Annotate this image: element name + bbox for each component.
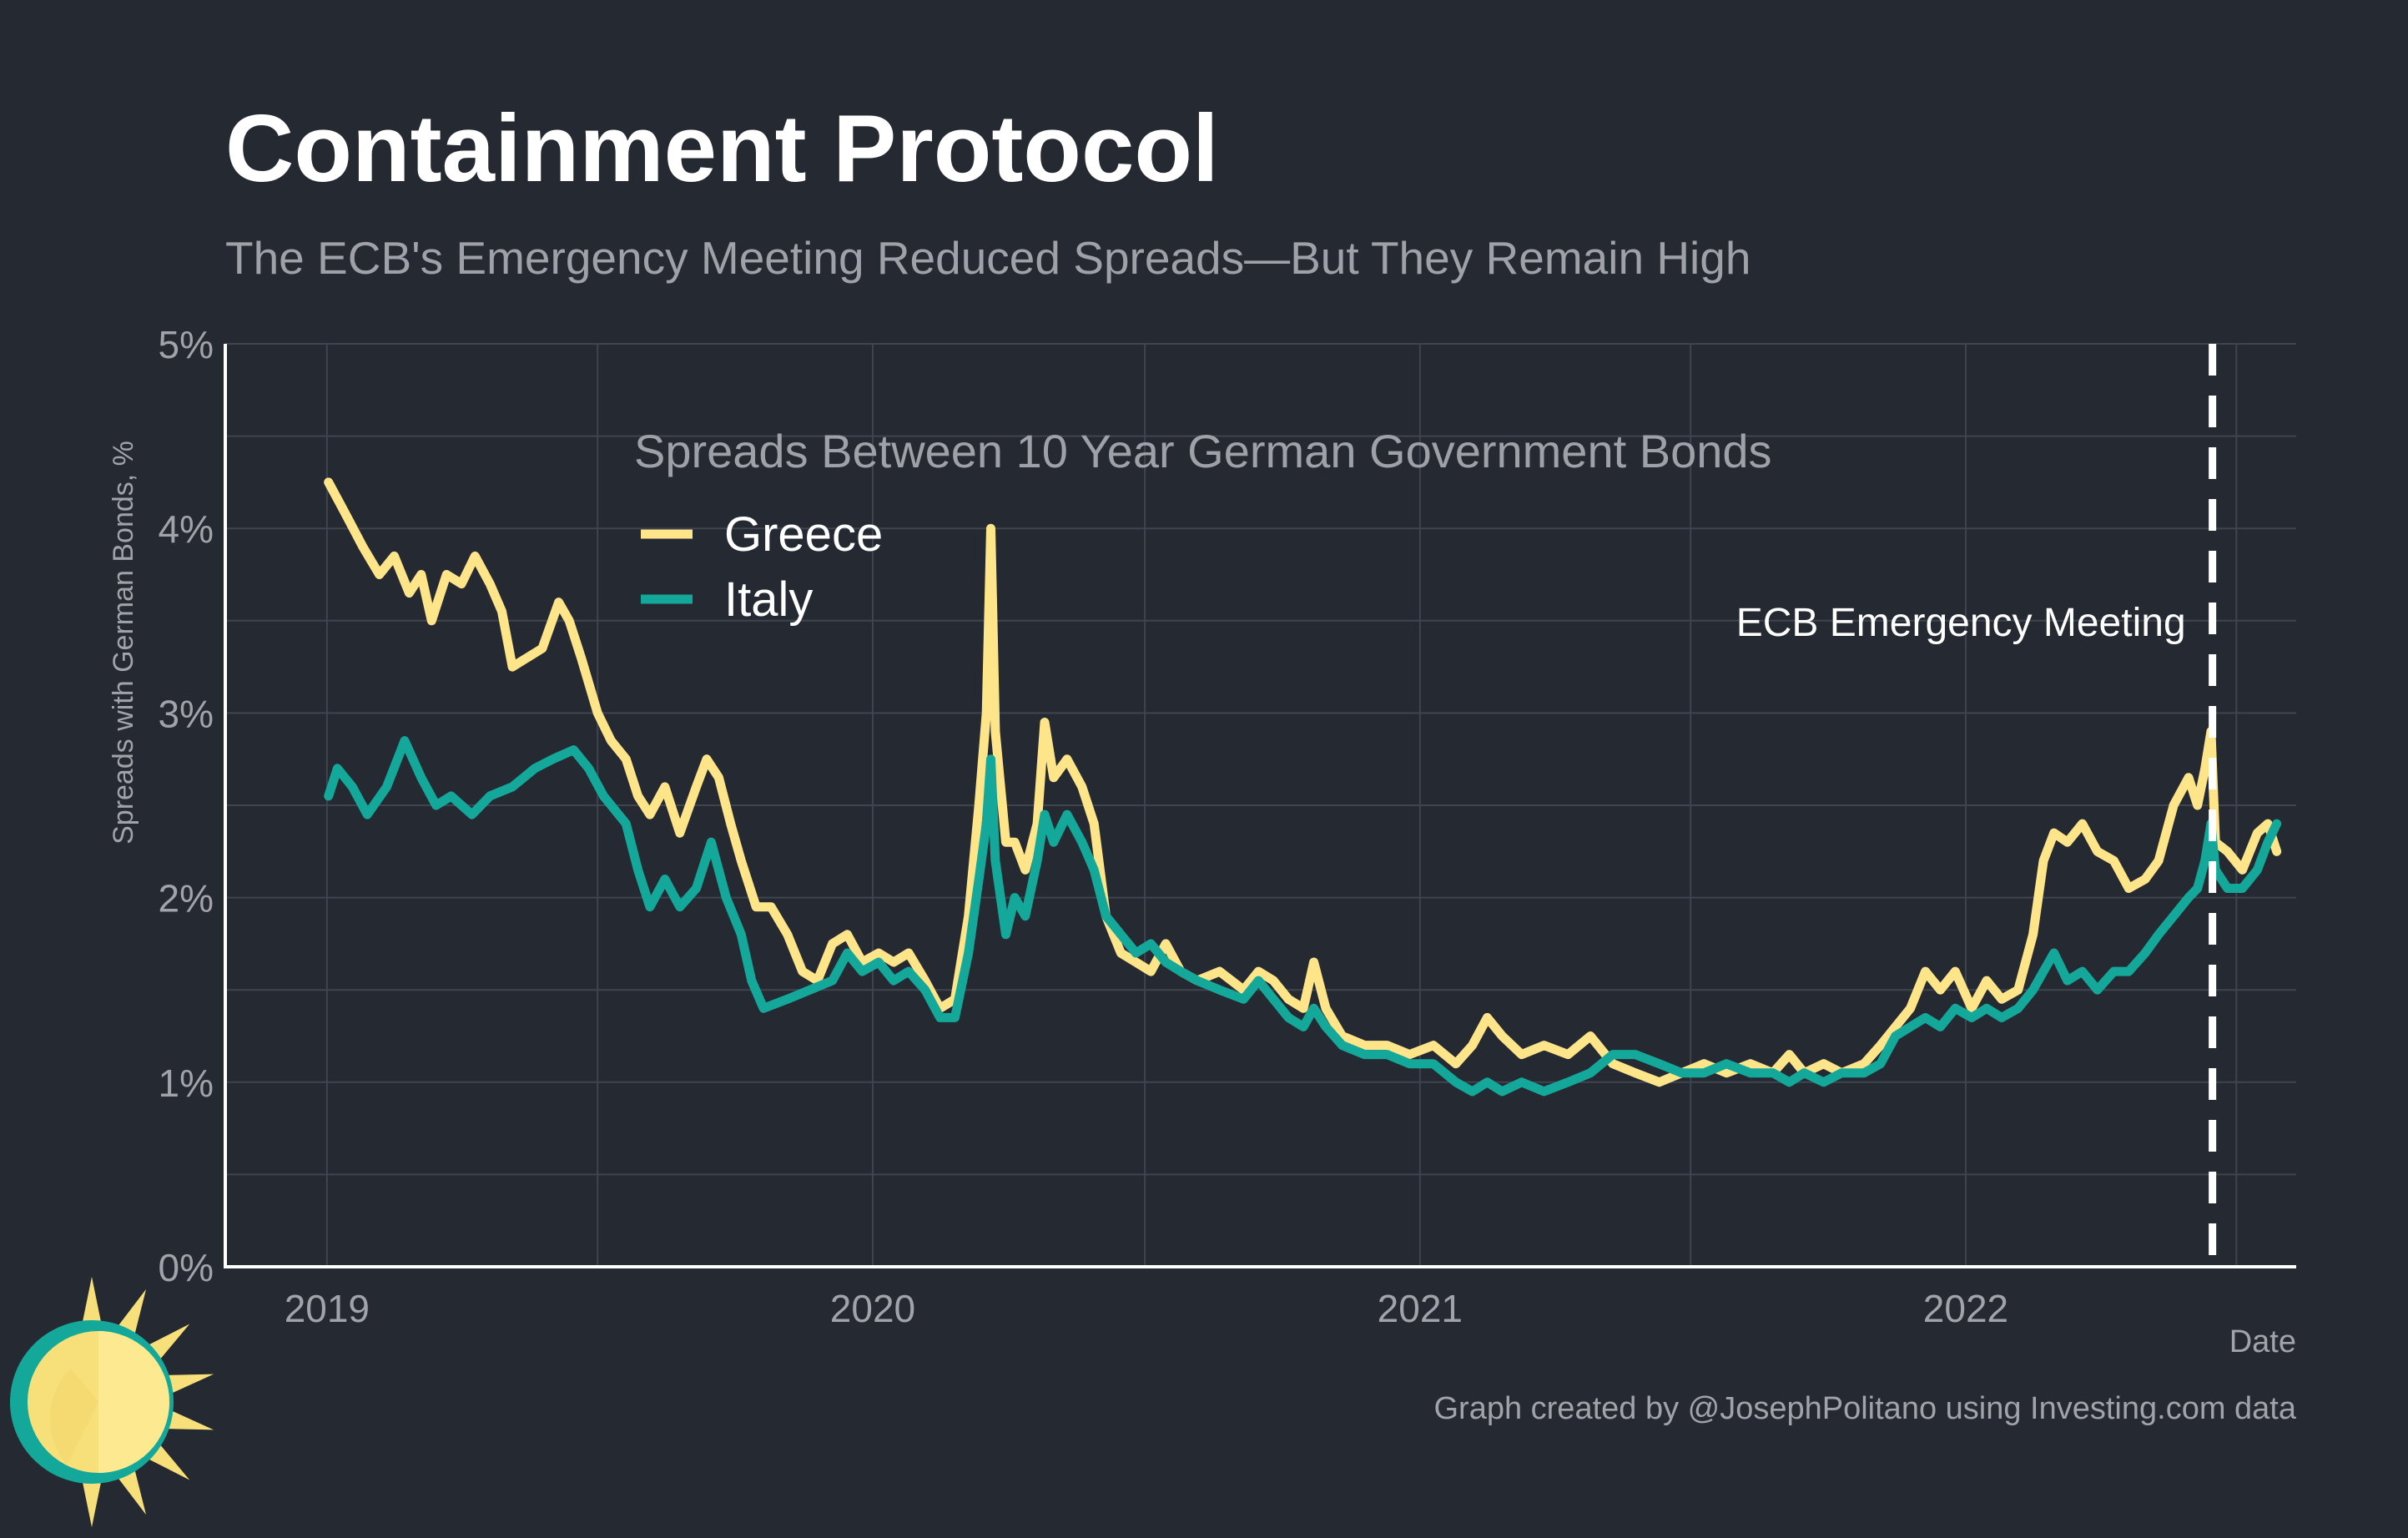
y-tick-label: 0% [159,1246,214,1289]
x-tick-label: 2021 [1378,1287,1463,1330]
ecb-meeting-label: ECB Emergency Meeting [1736,601,2186,645]
y-tick-label: 3% [159,692,214,735]
legend-label-greece: Greece [724,507,883,562]
x-axis-label: Date [2229,1324,2296,1359]
legend-title: Spreads Between 10 Year German Governmen… [634,425,1772,477]
axes [224,344,2296,1268]
sun-ray [80,1277,103,1333]
chart-title: Containment Protocol [225,96,1219,202]
y-tick-label: 4% [159,507,214,551]
footer-credit: Graph created by @JosephPolitano using I… [1433,1391,2296,1426]
y-axis-label: Spreads with German Bonds, % [108,441,139,845]
sun-ray [80,1471,103,1527]
x-tick-labels: 2019 2020 2021 2022 [285,1287,2008,1330]
legend: Spreads Between 10 Year German Governmen… [634,425,1772,627]
x-tick-label: 2022 [1923,1287,2008,1330]
y-tick-label: 5% [159,323,214,366]
y-tick-label: 2% [159,877,214,920]
y-tick-labels: 0% 1% 2% 3% 4% 5% [159,323,214,1289]
ecb-annotation: ECB Emergency Meeting [1736,344,2217,1267]
series-line-greece [324,477,2282,1087]
sun-logo-icon [10,1277,214,1527]
chart-subtitle: The ECB's Emergency Meeting Reduced Spre… [225,232,1751,284]
x-tick-label: 2020 [830,1287,915,1330]
series-lines [324,477,2282,1097]
series-line-italy [324,736,2282,1097]
x-tick-label: 2019 [285,1287,370,1330]
legend-label-italy: Italy [724,572,813,627]
y-tick-label: 1% [159,1061,214,1105]
grid [225,343,2296,1268]
